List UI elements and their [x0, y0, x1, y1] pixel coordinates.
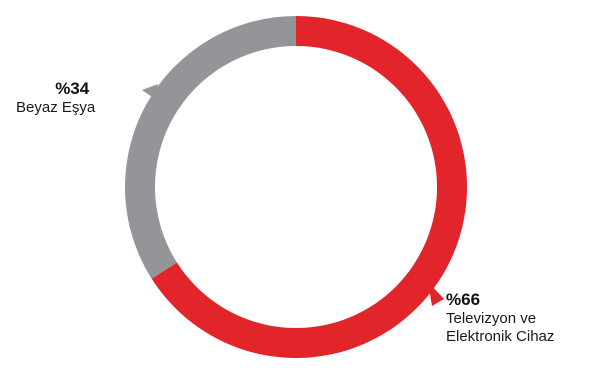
donut-slice-1 — [125, 16, 297, 279]
pointer-beyaz-esya — [142, 84, 158, 99]
slice-percent-televizyon: %66 — [446, 290, 481, 309]
label-televizyon: %66 Televizyon ve Elektronik Cihaz — [446, 290, 554, 346]
slice-name-televizyon-line2: Elektronik Cihaz — [446, 328, 555, 346]
slice-name-televizyon-line1: Televizyon ve — [446, 310, 537, 328]
label-beyaz-esya: %34 Beyaz Eşya — [16, 79, 95, 117]
pointer-televizyon — [428, 282, 444, 306]
slice-percent-beyaz-esya: %34 — [55, 79, 90, 98]
slice-name-beyaz-esya: Beyaz Eşya — [16, 99, 96, 117]
